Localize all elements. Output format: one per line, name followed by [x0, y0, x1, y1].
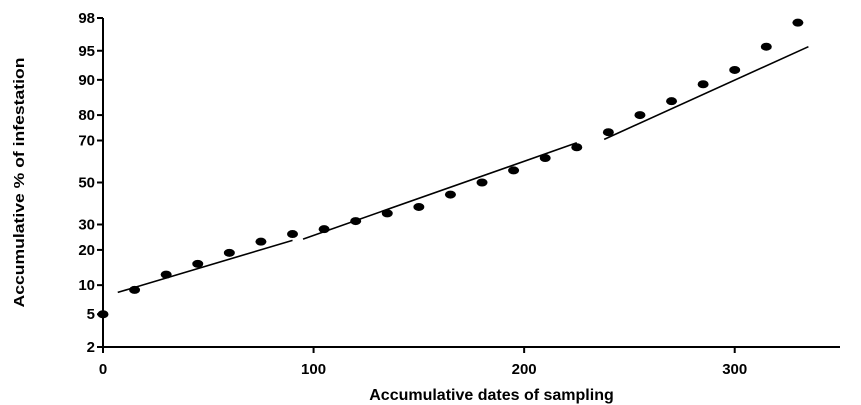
- x-axis-title: Accumulative dates of sampling: [369, 387, 614, 404]
- data-point: [160, 270, 172, 279]
- y-tick-label: 98: [78, 10, 95, 27]
- data-point: [97, 310, 109, 319]
- data-point: [602, 128, 614, 137]
- y-tick-label: 70: [78, 132, 95, 149]
- y-tick-label: 10: [78, 277, 95, 294]
- data-point: [792, 18, 804, 27]
- x-axis-ticks: 0 100 200 300: [99, 347, 747, 378]
- axes: [102, 18, 840, 348]
- data-point: [729, 65, 741, 74]
- data-point: [666, 97, 678, 106]
- data-point: [287, 230, 299, 239]
- data-point: [129, 285, 141, 294]
- data-point: [697, 80, 709, 89]
- data-point: [634, 111, 646, 120]
- data-point: [760, 42, 772, 51]
- data-point: [255, 237, 267, 246]
- data-point: [223, 248, 235, 257]
- data-point: [318, 225, 330, 234]
- y-axis-ticks: 2 5 10 20 30 50 70 80 90 95 98: [78, 10, 103, 356]
- y-tick-label: 20: [78, 242, 95, 259]
- data-point: [476, 178, 488, 187]
- y-tick-label: 90: [78, 72, 95, 89]
- y-tick-label: 50: [78, 175, 95, 192]
- fit-lines: [117, 45, 809, 294]
- data-point: [192, 259, 204, 268]
- data-point: [413, 202, 425, 211]
- data-points: [97, 18, 804, 319]
- y-axis-title: Accumulative % of infestation: [11, 58, 28, 308]
- y-tick-label: 2: [87, 339, 95, 356]
- y-tick-label: 5: [87, 306, 95, 323]
- fit-line: [603, 45, 809, 141]
- y-tick-label: 30: [78, 217, 95, 234]
- data-point: [508, 166, 520, 175]
- x-tick-label: 300: [722, 361, 747, 378]
- fit-line: [117, 239, 293, 294]
- x-tick-label: 200: [512, 361, 537, 378]
- y-tick-label: 80: [78, 107, 95, 124]
- x-tick-label: 100: [301, 361, 326, 378]
- data-point: [539, 154, 551, 163]
- x-tick-label: 0: [99, 361, 107, 378]
- data-point: [350, 217, 362, 226]
- data-point: [381, 209, 393, 218]
- fit-line: [302, 142, 578, 240]
- data-point: [444, 190, 456, 199]
- y-tick-label: 95: [78, 43, 95, 60]
- data-point: [571, 143, 583, 152]
